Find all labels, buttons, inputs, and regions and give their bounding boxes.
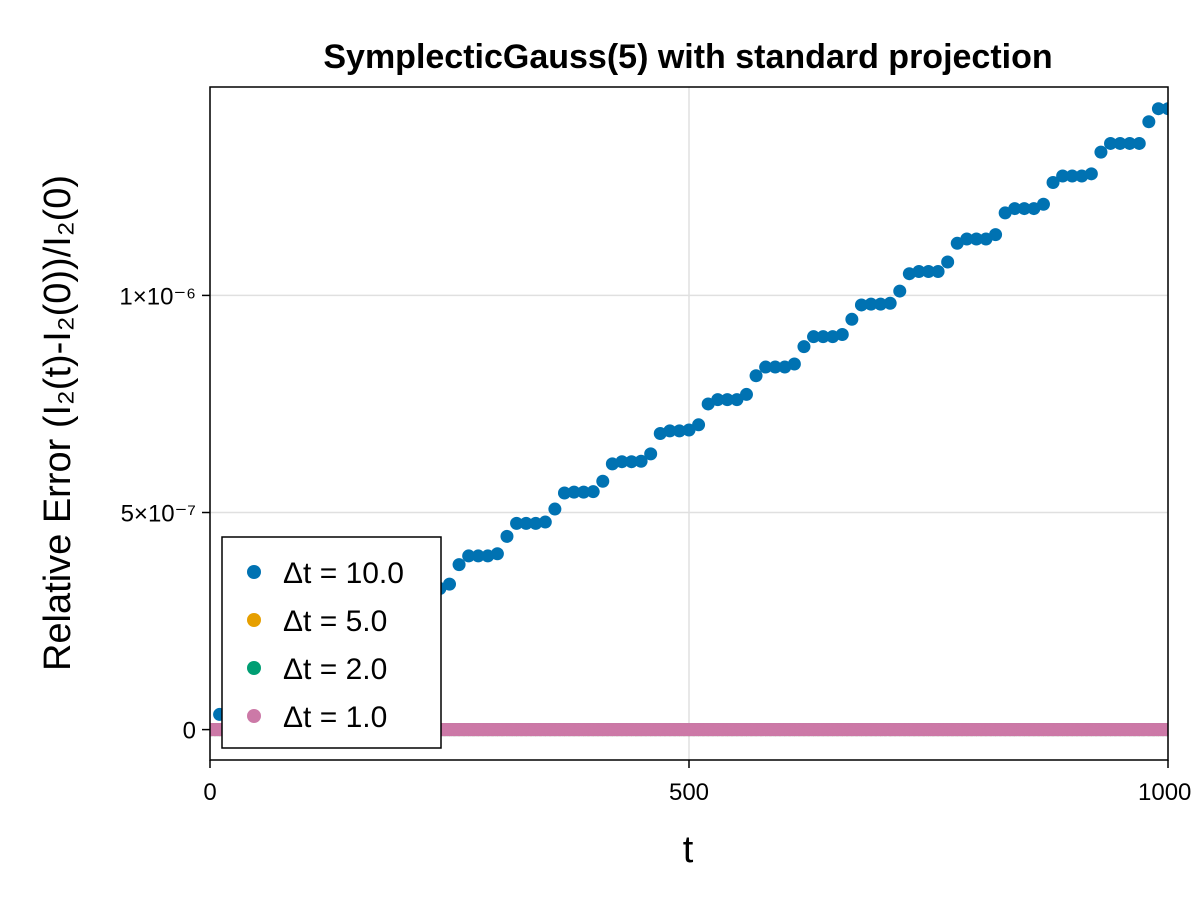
data-point [682, 423, 696, 437]
y-tick-label: 5×10⁻⁷ [121, 501, 196, 528]
data-point [490, 547, 504, 561]
data-point [845, 312, 859, 326]
data-point [529, 516, 543, 530]
data-point [557, 486, 571, 500]
data-point [519, 516, 533, 530]
data-point [1151, 102, 1165, 116]
data-point [1123, 136, 1137, 150]
data-point [816, 330, 830, 344]
data-point [912, 265, 926, 279]
data-point [1104, 136, 1118, 150]
data-point [586, 485, 600, 499]
data-point [1161, 102, 1168, 116]
data-point [893, 284, 907, 298]
legend-marker [247, 613, 261, 627]
data-point [672, 424, 686, 438]
legend: Δt = 10.0 Δt = 5.0 Δt = 2.0 Δt = 1.0 [221, 536, 442, 749]
data-point [854, 298, 868, 312]
legend-label: Δt = 10.0 [283, 557, 404, 590]
data-point [615, 455, 629, 469]
data-point [1132, 136, 1146, 150]
data-point [510, 516, 524, 530]
data-point [768, 360, 782, 374]
data-point [577, 485, 591, 499]
chart-title: SymplecticGauss(5) with standard project… [323, 38, 1052, 76]
x-tick-label: 0 [203, 779, 216, 806]
data-point [1056, 169, 1070, 183]
data-point [625, 455, 639, 469]
data-point [787, 357, 801, 371]
data-point [989, 228, 1003, 242]
legend-marker [247, 565, 261, 579]
data-point [922, 265, 935, 279]
x-tick-label: 500 [669, 779, 709, 806]
data-point [941, 255, 955, 269]
data-point [739, 387, 753, 401]
data-point [883, 296, 897, 310]
data-point [969, 232, 983, 246]
x-tick-label: 1000 [1138, 779, 1191, 806]
data-point [538, 515, 552, 529]
legend-label: Δt = 5.0 [283, 605, 387, 638]
y-tick-label: 0 [183, 718, 196, 745]
data-point [452, 558, 466, 572]
data-point [1094, 145, 1108, 159]
data-point [864, 297, 878, 311]
data-point [960, 232, 974, 246]
data-point [462, 549, 476, 563]
data-point [548, 502, 562, 516]
data-point [500, 529, 514, 543]
data-point [1142, 115, 1156, 129]
data-point [711, 393, 725, 407]
data-point [596, 474, 610, 488]
data-point [634, 454, 648, 468]
data-point [807, 330, 821, 344]
data-point [749, 369, 763, 383]
y-axis-label: Relative Error (I₂(t)-I₂(0))/I₂(0) [37, 175, 79, 671]
data-point [692, 418, 706, 432]
data-point [835, 327, 849, 341]
data-point [663, 424, 677, 438]
x-axis-label: t [683, 829, 694, 871]
data-point [1113, 136, 1127, 150]
data-point [471, 549, 485, 563]
data-point [1017, 202, 1031, 216]
y-tick-label: 1×10⁻⁶ [119, 283, 196, 310]
data-point [567, 485, 581, 499]
axis-ticks: 0 500 1000 0 5×10⁻⁷ 1×10⁻⁶ [119, 283, 1191, 806]
data-point [443, 577, 456, 591]
legend-marker [247, 661, 261, 675]
data-point [1161, 723, 1168, 737]
data-point [931, 265, 945, 279]
data-point [797, 340, 811, 354]
data-point [730, 393, 744, 407]
data-point [759, 360, 773, 374]
data-point [720, 393, 734, 407]
legend-label: Δt = 2.0 [283, 653, 387, 686]
data-point [1046, 176, 1060, 190]
data-point [1036, 197, 1050, 211]
legend-marker [247, 709, 261, 723]
data-point [1008, 202, 1022, 216]
legend-label: Δt = 1.0 [283, 701, 387, 734]
data-point [644, 447, 658, 461]
data-point [1084, 167, 1098, 181]
data-point [874, 297, 888, 311]
data-point [1065, 169, 1079, 183]
